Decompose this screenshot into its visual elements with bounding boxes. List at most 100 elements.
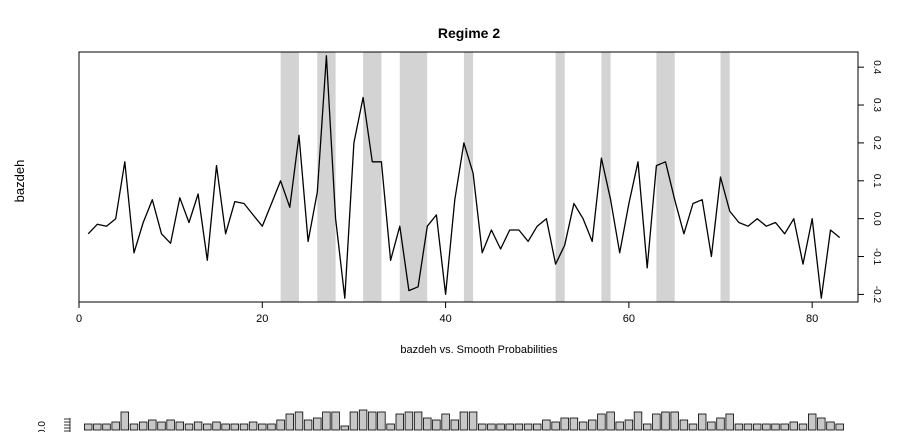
prob-bar [102, 423, 111, 431]
prob-bar [569, 417, 579, 431]
y-tick-label: -0.1 [871, 248, 882, 266]
prob-bar [496, 423, 505, 431]
prob-bar [826, 421, 835, 431]
prob-bar [679, 419, 689, 431]
prob-bar [789, 421, 798, 431]
prob-bar [533, 423, 542, 431]
prob-bar [798, 423, 808, 431]
prob-bar [542, 419, 551, 431]
shaded-band-5 [555, 52, 565, 302]
prob-bar [487, 423, 496, 431]
shaded-band-8 [720, 52, 730, 302]
prob-bar [84, 423, 93, 431]
prob-bar [505, 423, 514, 431]
y-tick-label: 0.2 [871, 136, 882, 150]
prob-bar [276, 419, 285, 431]
prob-bar [551, 421, 560, 431]
prob-bar [138, 421, 148, 431]
prob-bar [468, 411, 478, 431]
prob-bar [432, 419, 441, 431]
prob-bar [423, 417, 432, 431]
prob-bar [633, 411, 643, 431]
prob-bar [441, 413, 450, 431]
y-axis-label: bazdeh [12, 160, 27, 203]
prob-bar [395, 413, 404, 431]
series-line [87, 55, 841, 299]
prob-bar [597, 413, 606, 431]
prob-bar [413, 411, 423, 431]
right-y-axis: -0.2 -0.1 0.0 0.1 0.2 0.3 0.4 [858, 60, 882, 303]
prob-bar [294, 411, 304, 431]
prob-bar [340, 425, 349, 431]
x-tick-label: 0 [76, 313, 82, 325]
prob-bar [588, 419, 597, 431]
prob-bar [780, 423, 789, 431]
prob-bar [203, 423, 212, 431]
prob-bar [459, 411, 469, 431]
prob-bar [349, 411, 359, 431]
y-tick-label: 0.3 [871, 98, 882, 112]
prob-bar [762, 423, 771, 431]
prob-bar [258, 423, 267, 431]
prob-bar [606, 411, 615, 431]
prob-bar [331, 411, 340, 431]
prob-bar [514, 423, 524, 431]
x-tick-label: 60 [623, 313, 635, 325]
prob-bar [184, 423, 194, 431]
shaded-band-0 [280, 52, 299, 302]
y-tick-label: -0.2 [871, 286, 882, 304]
prob-bar [560, 417, 569, 431]
prob-bar [358, 409, 368, 431]
prob-bar [267, 423, 276, 431]
x-axis: 0 20 40 60 80 [76, 302, 818, 325]
prob-bar [157, 421, 166, 431]
prob-bar [93, 423, 102, 431]
shaded-band-4 [463, 52, 474, 302]
prob-bar [322, 411, 331, 431]
prob-bar [615, 421, 624, 431]
prob-bar [166, 419, 175, 431]
prob-bar [221, 423, 230, 431]
prob-bar [643, 423, 652, 431]
prob-bar [808, 413, 817, 431]
prob-bar [129, 423, 139, 431]
prob-bar [523, 423, 533, 431]
x-axis-label: bazdeh vs. Smooth Probabilities [400, 344, 558, 356]
prob-bar [212, 421, 221, 431]
prob-bar [743, 423, 753, 431]
x-tick-label: 40 [439, 313, 451, 325]
prob-bar [624, 419, 634, 431]
prob-bar [725, 413, 734, 431]
prob-bar [716, 417, 725, 431]
prob-bar [111, 421, 120, 431]
chart-title: Regime 2 [438, 25, 500, 41]
prob-bar [404, 411, 414, 431]
shaded-band-3 [399, 52, 428, 302]
prob-bar [817, 417, 826, 431]
prob-bar [377, 411, 386, 431]
probability-bars [84, 409, 844, 431]
prob-bar [661, 411, 670, 431]
prob-bar [688, 423, 698, 431]
prob-bar [248, 421, 258, 431]
prob-bar [193, 421, 203, 431]
prob-bar [707, 421, 716, 431]
x-tick-label: 80 [806, 313, 818, 325]
prob-bar [734, 423, 744, 431]
lower-y-label: 0.0 [37, 421, 48, 432]
prob-bar [313, 417, 322, 431]
prob-bar [578, 421, 588, 431]
prob-bar [285, 413, 294, 431]
y-tick-label: 0.0 [871, 212, 882, 226]
shaded-band-2 [363, 52, 382, 302]
prob-bar [477, 423, 487, 431]
prob-bar [175, 421, 184, 431]
prob-bar [771, 423, 780, 431]
lower-y-ticks [64, 418, 71, 432]
shaded-band-7 [656, 52, 675, 302]
prob-bar [148, 419, 157, 431]
shaded-intervals [280, 52, 730, 302]
prob-bar [652, 413, 661, 431]
plot-frame [78, 51, 859, 303]
